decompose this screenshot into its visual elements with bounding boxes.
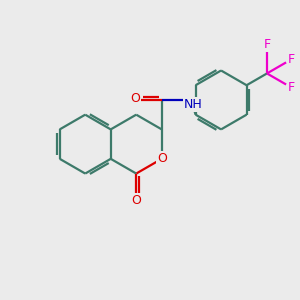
Text: F: F: [263, 38, 271, 51]
Text: O: O: [130, 92, 140, 105]
Text: F: F: [288, 53, 295, 66]
Text: NH: NH: [184, 98, 203, 111]
Text: F: F: [288, 81, 295, 94]
Text: O: O: [131, 194, 141, 207]
Text: O: O: [157, 152, 167, 165]
